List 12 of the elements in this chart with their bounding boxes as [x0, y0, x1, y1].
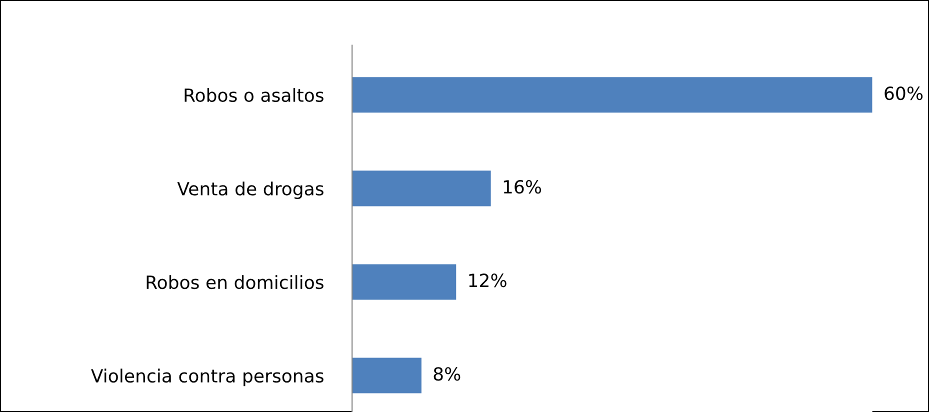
data-label: 8%: [434, 367, 460, 381]
y-tick-label: Robos o asaltos: [184, 88, 324, 102]
data-label: 60%: [884, 86, 923, 100]
data-label: 16%: [504, 180, 542, 194]
data-label: 12%: [469, 274, 506, 288]
bar: [352, 264, 456, 300]
y-tick-label: Venta de drogas: [177, 182, 324, 200]
y-tick-label: Robos en domicilios: [146, 275, 324, 290]
y-tick-label: Violencia contra personas: [91, 368, 324, 386]
bar: [352, 77, 872, 113]
bar: [352, 358, 422, 394]
bar: [352, 170, 491, 206]
